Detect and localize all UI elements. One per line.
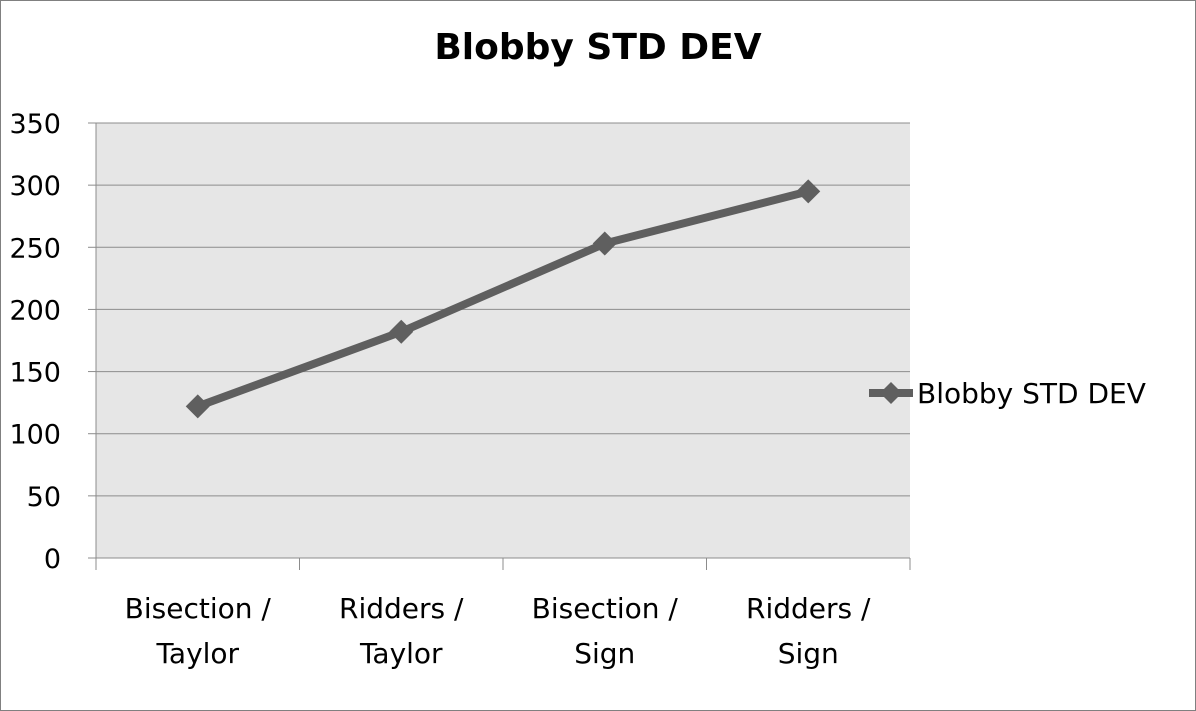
x-tick-label: Taylor xyxy=(359,637,443,670)
legend-label: Blobby STD DEV xyxy=(917,377,1146,410)
data-point xyxy=(592,231,617,256)
y-tick-label: 200 xyxy=(9,295,61,326)
plot-background xyxy=(96,123,910,558)
legend: Blobby STD DEV xyxy=(869,377,1146,410)
y-tick-label: 0 xyxy=(44,544,61,575)
y-tick-label: 350 xyxy=(9,109,61,140)
x-tick-label: Bisection / xyxy=(125,592,272,625)
x-tick-label: Sign xyxy=(778,637,839,670)
y-tick-label: 150 xyxy=(9,358,61,389)
y-tick-label: 50 xyxy=(27,482,61,513)
x-tick-label: Sign xyxy=(574,637,635,670)
y-tick-label: 100 xyxy=(9,420,61,451)
y-tick-label: 300 xyxy=(9,171,61,202)
x-tick-label: Ridders / xyxy=(339,592,464,625)
data-point xyxy=(796,179,821,204)
data-point xyxy=(185,394,210,419)
x-tick-label: Ridders / xyxy=(746,592,871,625)
plot-area: 0 50 100 150 200 250 300 350 Bisection / Taylor Ri… xyxy=(9,109,911,670)
legend-marker xyxy=(880,382,902,404)
data-point xyxy=(389,319,414,344)
chart-title: Blobby STD DEV xyxy=(434,27,761,68)
y-tick-label: 250 xyxy=(9,233,61,264)
x-tick-label: Taylor xyxy=(155,637,239,670)
series-line xyxy=(193,187,813,411)
x-tick-label: Bisection / xyxy=(532,592,679,625)
